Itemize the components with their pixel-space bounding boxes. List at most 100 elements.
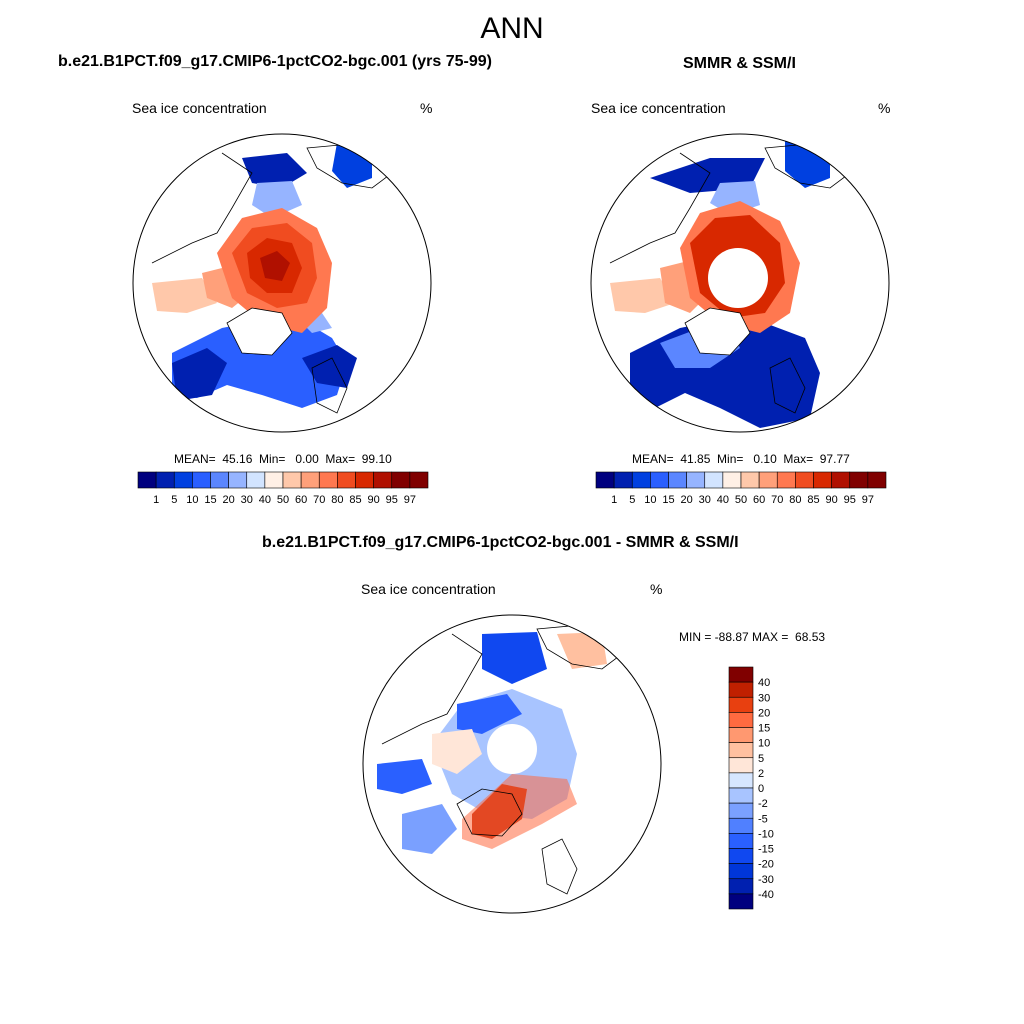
- obs-coastline-north-america: [609, 152, 711, 264]
- diff-okhotsk-positive: [557, 632, 607, 669]
- obs-colorbar-tick-label: 5: [629, 494, 635, 506]
- obs-stats: MEAN= 41.85 Min= 0.10 Max= 97.77: [632, 452, 850, 466]
- diff-colorbar-box: [728, 742, 754, 759]
- model-colorbar-box: [391, 471, 411, 489]
- diff-colorbar-box: [728, 817, 754, 834]
- obs-colorbar-tick-label: 1: [611, 494, 617, 506]
- diff-colorbar-box: [728, 696, 754, 713]
- obs-polar-map: [590, 133, 890, 433]
- diff-panel-title: b.e21.B1PCT.f09_g17.CMIP6-1pctCO2-bgc.00…: [262, 534, 739, 551]
- model-units-label: %: [420, 100, 433, 116]
- diff-colorbar-box: [728, 757, 754, 774]
- diff-archipelago-neutral: [432, 729, 482, 774]
- diff-pacific-negative: [482, 632, 547, 684]
- obs-colorbar-tick-label: 60: [753, 494, 765, 506]
- model-coastline-greenland: [226, 307, 293, 356]
- obs-colorbar-tick-label: 15: [662, 494, 674, 506]
- diff-colorbar-tick-label: 2: [758, 768, 764, 780]
- obs-colorbar-tick-label: 95: [844, 494, 856, 506]
- model-colorbar-box: [228, 471, 248, 489]
- model-colorbar-tick-label: 80: [331, 494, 343, 506]
- diff-colorbar-box: [728, 712, 754, 728]
- model-colorbar-box: [210, 471, 229, 489]
- obs-colorbar: 1 5 10 15 20 30 40 50 60 70 80 85 90 95 97: [595, 471, 887, 506]
- obs-colorbar-box: [813, 471, 832, 489]
- diff-colorbar-box: [728, 833, 754, 849]
- obs-coastline-greenland: [684, 307, 751, 356]
- diff-colorbar-tick-label: 10: [758, 738, 770, 750]
- diff-coastline-scandinavia: [541, 838, 578, 895]
- diff-colorbar-tick-label: -2: [758, 798, 768, 810]
- diff-colorbar-box: [728, 787, 754, 804]
- model-ice-pack-max: [260, 251, 290, 281]
- diff-colorbar-tick-label: 20: [758, 707, 770, 719]
- obs-ice-high-hudson: [610, 278, 675, 313]
- model-ice-high-hudson: [152, 278, 217, 313]
- diff-colorbar-tick-label: -10: [758, 828, 774, 840]
- obs-colorbar-box: [740, 471, 760, 489]
- diff-colorbar-box: [728, 802, 754, 819]
- diff-colorbar-box: [728, 848, 754, 864]
- obs-colorbar-box: [650, 471, 669, 489]
- model-colorbar-tick-label: 70: [313, 494, 325, 506]
- model-colorbar-box: [409, 471, 429, 489]
- model-colorbar-tick-label: 50: [277, 494, 289, 506]
- obs-colorbar-tick-label: 70: [771, 494, 783, 506]
- diff-colorbar-tick-label: 0: [758, 783, 764, 795]
- model-ice-low-bering: [242, 153, 307, 188]
- obs-colorbar-box: [631, 471, 651, 489]
- diff-colorbar-tick-label: 15: [758, 723, 770, 735]
- model-colorbar-tick-label: 97: [404, 494, 416, 506]
- model-colorbar-box: [337, 471, 356, 489]
- obs-panel-title: SMMR & SSM/I: [683, 55, 796, 72]
- obs-variable-label: Sea ice concentration: [591, 100, 726, 116]
- diff-colorbar-box: [728, 893, 754, 910]
- obs-colorbar-tick-label: 90: [826, 494, 838, 506]
- obs-colorbar-box: [849, 471, 869, 489]
- obs-coastline-scandinavia: [769, 357, 806, 414]
- obs-colorbar-tick-label: 40: [717, 494, 729, 506]
- obs-colorbar-box: [722, 471, 742, 489]
- diff-coastline-north-america: [381, 633, 483, 745]
- model-colorbar-tick-label: 15: [204, 494, 216, 506]
- diff-colorbar-box: [728, 772, 754, 789]
- diff-colorbar-box: [728, 863, 754, 880]
- model-coastline-north-america: [151, 152, 253, 264]
- obs-colorbar-tick-label: 50: [735, 494, 747, 506]
- obs-colorbar-box: [668, 471, 687, 489]
- model-colorbar-box: [137, 471, 157, 489]
- diff-variable-label: Sea ice concentration: [361, 581, 496, 597]
- obs-pole-hole: [708, 248, 768, 308]
- model-colorbar-tick-label: 85: [349, 494, 361, 506]
- model-polar-map: [132, 133, 432, 433]
- obs-colorbar-box: [758, 471, 778, 489]
- diff-pole-hole: [487, 724, 537, 774]
- model-panel-title: b.e21.B1PCT.f09_g17.CMIP6-1pctCO2-bgc.00…: [58, 53, 492, 70]
- diff-atlantic-positive-rim: [462, 774, 577, 849]
- diff-colorbar-tick-label: -30: [758, 874, 774, 886]
- obs-colorbar-box: [867, 471, 887, 489]
- model-variable-label: Sea ice concentration: [132, 100, 267, 116]
- model-colorbar-tick-label: 5: [171, 494, 177, 506]
- diff-colorbar-box: [728, 666, 754, 683]
- diff-polar-map: [362, 614, 662, 914]
- diff-colorbar-tick-label: -15: [758, 844, 774, 856]
- model-colorbar-tick-label: 90: [368, 494, 380, 506]
- diff-colorbar-tick-label: 5: [758, 753, 764, 765]
- diff-coastline-greenland: [456, 788, 523, 837]
- obs-colorbar-box: [686, 471, 706, 489]
- model-colorbar-tick-label: 20: [223, 494, 235, 506]
- diff-hudson-negative: [377, 759, 432, 794]
- model-colorbar-box: [282, 471, 302, 489]
- model-colorbar-box: [246, 471, 266, 489]
- diff-stats: MIN = -88.87 MAX = 68.53: [679, 630, 826, 644]
- obs-colorbar-box: [613, 471, 633, 489]
- model-ice-verylow-barents: [302, 345, 357, 388]
- model-ice-verylow-atlantic: [172, 348, 227, 401]
- obs-units-label: %: [878, 100, 891, 116]
- model-colorbar-tick-label: 10: [186, 494, 198, 506]
- model-colorbar-box: [192, 471, 211, 489]
- obs-colorbar-box: [704, 471, 724, 489]
- obs-colorbar-tick-label: 20: [681, 494, 693, 506]
